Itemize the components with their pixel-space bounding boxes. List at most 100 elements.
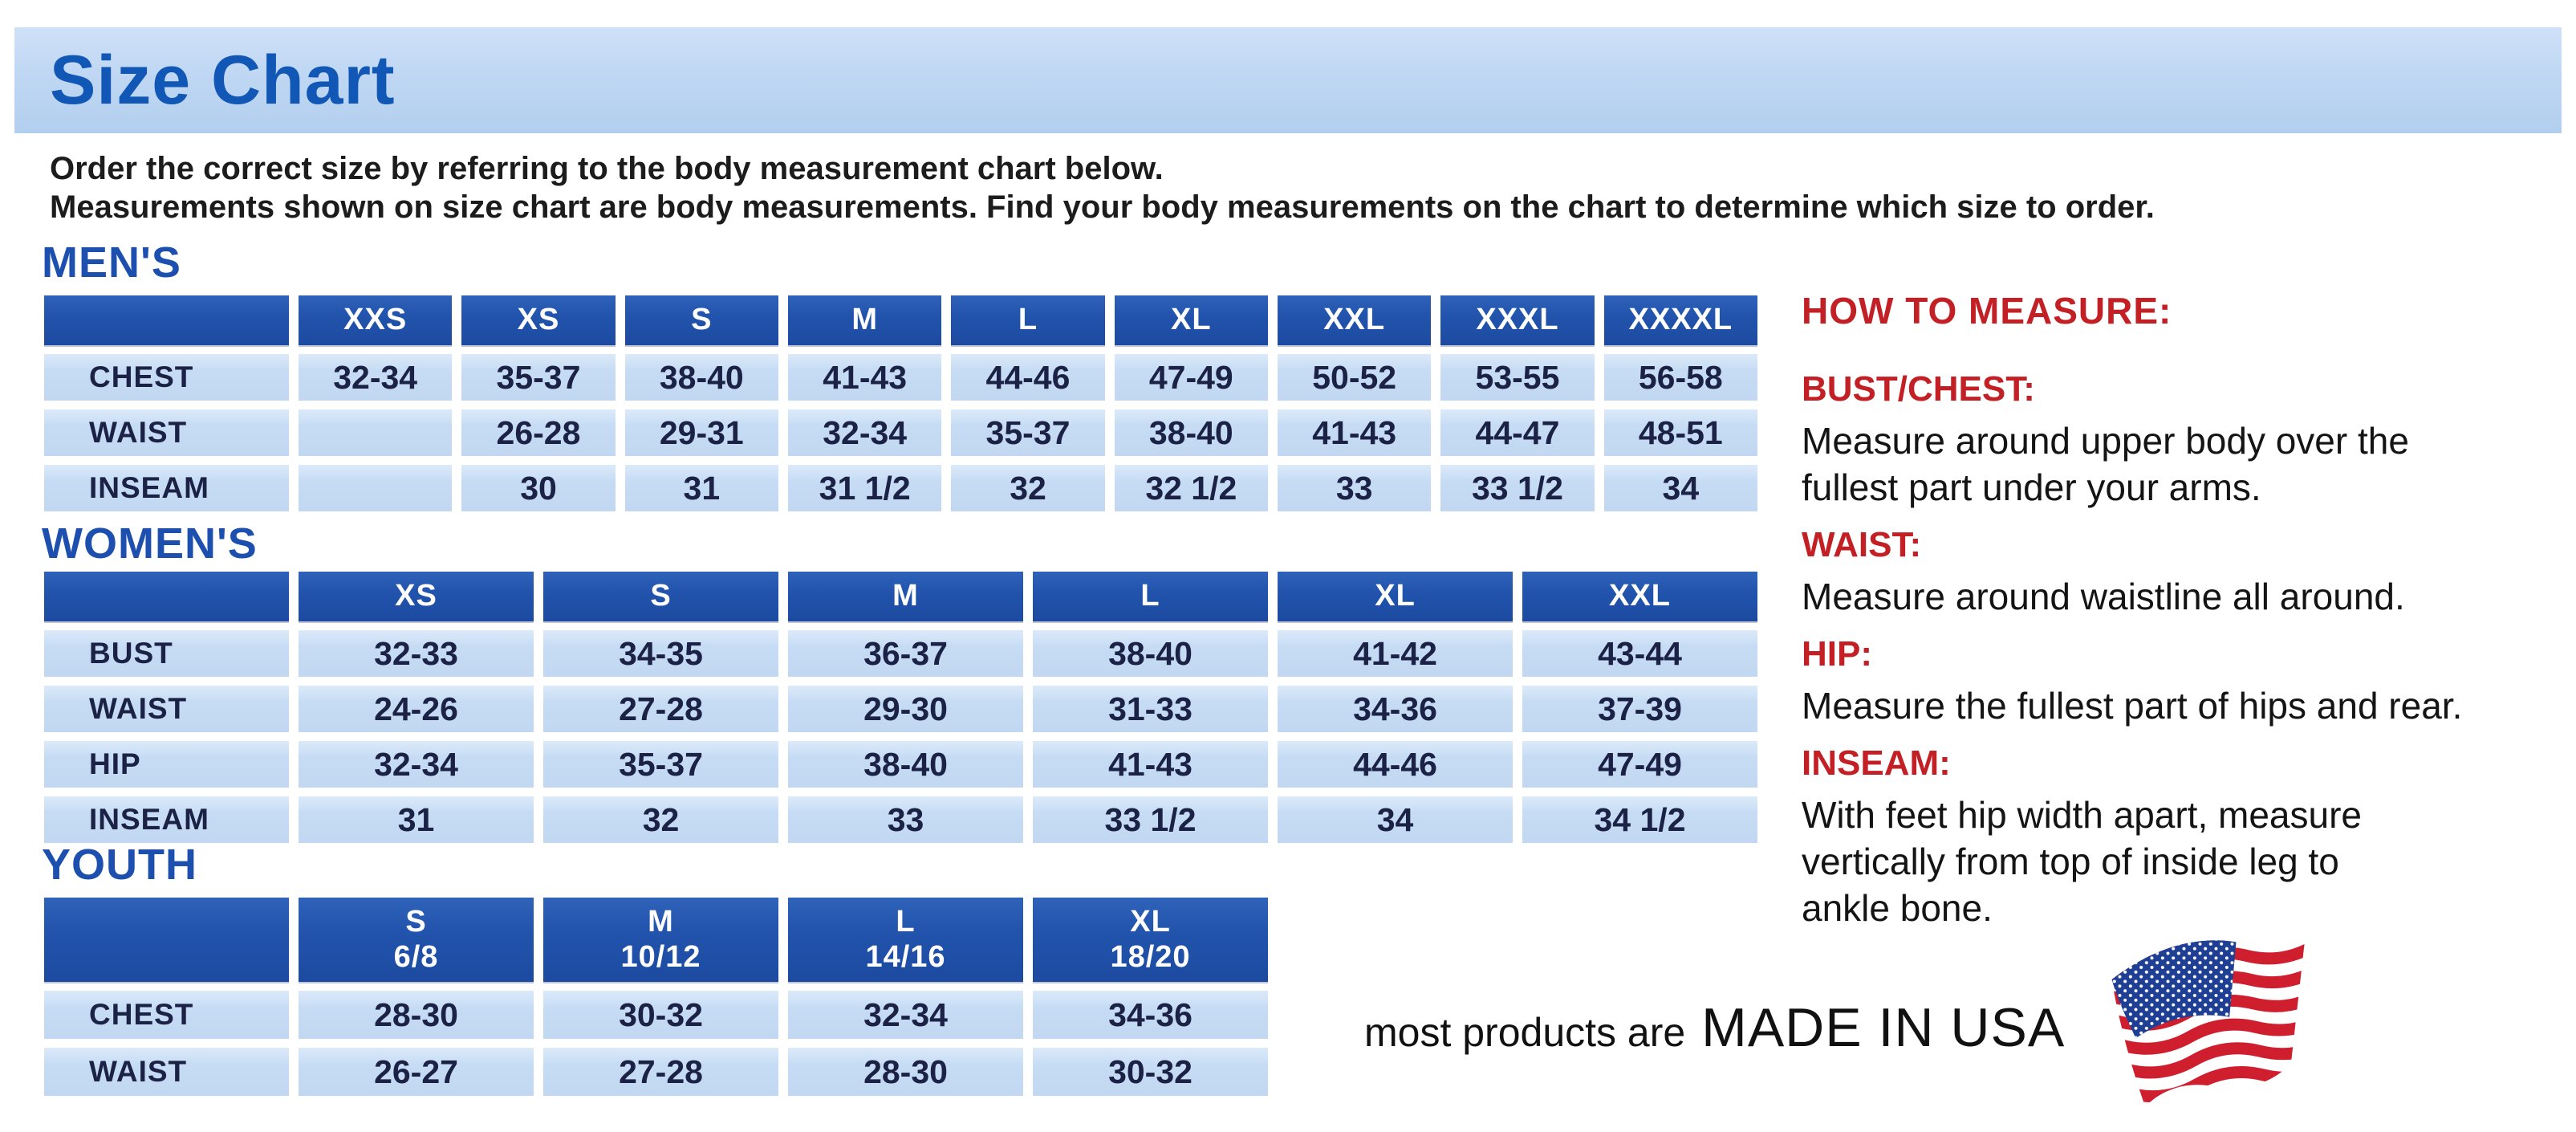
column-header: M — [787, 295, 942, 345]
data-cell: 48-51 — [1603, 409, 1757, 456]
measure-section-inseam: INSEAM: With feet hip width apart, measu… — [1802, 743, 2564, 931]
data-cell: 33 — [1277, 465, 1432, 511]
row-label: WAIST — [44, 686, 289, 732]
womens-section-heading: WOMEN'S — [42, 519, 258, 568]
column-header: XS — [461, 295, 616, 345]
data-cell: 34 — [1278, 796, 1513, 843]
column-header: S — [543, 572, 778, 621]
data-cell: 50-52 — [1277, 354, 1432, 401]
measure-section-waist: WAIST: Measure around waistline all arou… — [1802, 525, 2564, 620]
data-cell: 33 — [788, 796, 1023, 843]
column-header: M — [788, 572, 1023, 621]
measure-text-waist: Measure around waistline all around. — [1802, 576, 2405, 617]
data-cell: 34 — [1603, 465, 1757, 511]
data-cell: 31 — [299, 796, 534, 843]
measure-section-hip: HIP: Measure the fullest part of hips an… — [1802, 634, 2564, 729]
intro-line-1: Order the correct size by referring to t… — [50, 151, 1164, 186]
data-cell: 41-42 — [1278, 630, 1513, 677]
data-cell: 47-49 — [1522, 741, 1757, 788]
data-cell: 32-34 — [788, 991, 1023, 1039]
data-cell: 32 1/2 — [1114, 465, 1268, 511]
column-header: XS — [299, 572, 534, 621]
data-cell: 34-35 — [543, 630, 778, 677]
how-to-measure-panel: HOW TO MEASURE: BUST/CHEST: Measure arou… — [1802, 289, 2564, 946]
data-cell: 34-36 — [1033, 991, 1268, 1039]
column-header: L — [951, 295, 1105, 345]
measure-label-hip: HIP: — [1802, 634, 1872, 674]
data-cell — [299, 465, 453, 511]
data-cell: 32-34 — [299, 741, 534, 788]
data-cell: 27-28 — [543, 1048, 778, 1096]
column-header: XXXL — [1440, 295, 1595, 345]
data-cell: 34-36 — [1278, 686, 1513, 732]
row-label: WAIST — [44, 409, 289, 456]
data-cell: 32 — [951, 465, 1105, 511]
data-cell: 41-43 — [1277, 409, 1432, 456]
made-in-usa-prefix: most products are — [1364, 1010, 1686, 1055]
data-cell: 32 — [543, 796, 778, 843]
data-cell: 38-40 — [788, 741, 1023, 788]
data-cell: 32-34 — [299, 354, 453, 401]
measure-text-bust-chest: Measure around upper body over the fulle… — [1802, 420, 2409, 508]
data-cell: 31 — [624, 465, 778, 511]
measure-label-inseam: INSEAM: — [1802, 743, 1951, 783]
column-header: M 10/12 — [543, 898, 778, 982]
data-cell: 29-31 — [624, 409, 778, 456]
data-cell: 26-28 — [461, 409, 616, 456]
data-cell: 38-40 — [1033, 630, 1268, 677]
row-label: CHEST — [44, 354, 289, 401]
data-cell: 31-33 — [1033, 686, 1268, 732]
data-cell: 29-30 — [788, 686, 1023, 732]
how-to-measure-heading: HOW TO MEASURE: — [1802, 290, 2172, 332]
made-in-usa-emphasis: MADE IN USA — [1701, 997, 2066, 1058]
data-cell: 31 1/2 — [787, 465, 942, 511]
made-in-usa-banner: most products are MADE IN USA — [1364, 927, 2456, 1128]
row-label: WAIST — [44, 1048, 289, 1096]
data-cell: 34 1/2 — [1522, 796, 1757, 843]
data-cell: 32-34 — [787, 409, 942, 456]
column-header: XL — [1278, 572, 1513, 621]
data-cell: 53-55 — [1440, 354, 1595, 401]
row-label: INSEAM — [44, 796, 289, 843]
data-cell: 41-43 — [1033, 741, 1268, 788]
column-header: XL 18/20 — [1033, 898, 1268, 982]
column-header: XXL — [1277, 295, 1432, 345]
measure-text-hip: Measure the fullest part of hips and rea… — [1802, 685, 2463, 727]
page-header: Size Chart — [14, 27, 2562, 133]
mens-section-heading: MEN'S — [42, 238, 181, 287]
intro-line-2: Measurements shown on size chart are bod… — [50, 189, 2155, 225]
data-cell: 35-37 — [543, 741, 778, 788]
data-cell: 28-30 — [788, 1048, 1023, 1096]
page-title: Size Chart — [50, 41, 396, 119]
column-header: S 6/8 — [299, 898, 534, 982]
table-corner-cell — [44, 572, 289, 621]
youth-size-table: S 6/8 M 10/12 L 14/16 XL 18/20 CHEST 28-30 30-… — [44, 898, 1268, 1096]
column-header: L — [1033, 572, 1268, 621]
data-cell: 30-32 — [543, 991, 778, 1039]
column-header: XXXXL — [1603, 295, 1757, 345]
data-cell: 33 1/2 — [1440, 465, 1595, 511]
column-header: XXL — [1522, 572, 1757, 621]
data-cell: 44-47 — [1440, 409, 1595, 456]
row-label: CHEST — [44, 991, 289, 1039]
data-cell: 35-37 — [461, 354, 616, 401]
data-cell — [299, 409, 453, 456]
measure-section-bust-chest: BUST/CHEST: Measure around upper body ov… — [1802, 369, 2564, 511]
data-cell: 26-27 — [299, 1048, 534, 1096]
table-corner-cell — [44, 898, 289, 982]
data-cell: 56-58 — [1603, 354, 1757, 401]
data-cell: 24-26 — [299, 686, 534, 732]
data-cell: 36-37 — [788, 630, 1023, 677]
measure-text-inseam: With feet hip width apart, measure verti… — [1802, 794, 2362, 929]
column-header: S — [624, 295, 778, 345]
intro-text: Order the correct size by referring to t… — [50, 149, 2537, 226]
data-cell: 35-37 — [951, 409, 1105, 456]
data-cell: 30-32 — [1033, 1048, 1268, 1096]
row-label: INSEAM — [44, 465, 289, 511]
data-cell: 44-46 — [1278, 741, 1513, 788]
data-cell: 44-46 — [951, 354, 1105, 401]
womens-size-table: XS S M L XL XXL BUST 32-33 34-35 36-37 38-40 41-42 4… — [44, 572, 1757, 843]
table-corner-cell — [44, 295, 289, 345]
made-in-usa-text: most products are MADE IN USA — [1364, 996, 2065, 1059]
